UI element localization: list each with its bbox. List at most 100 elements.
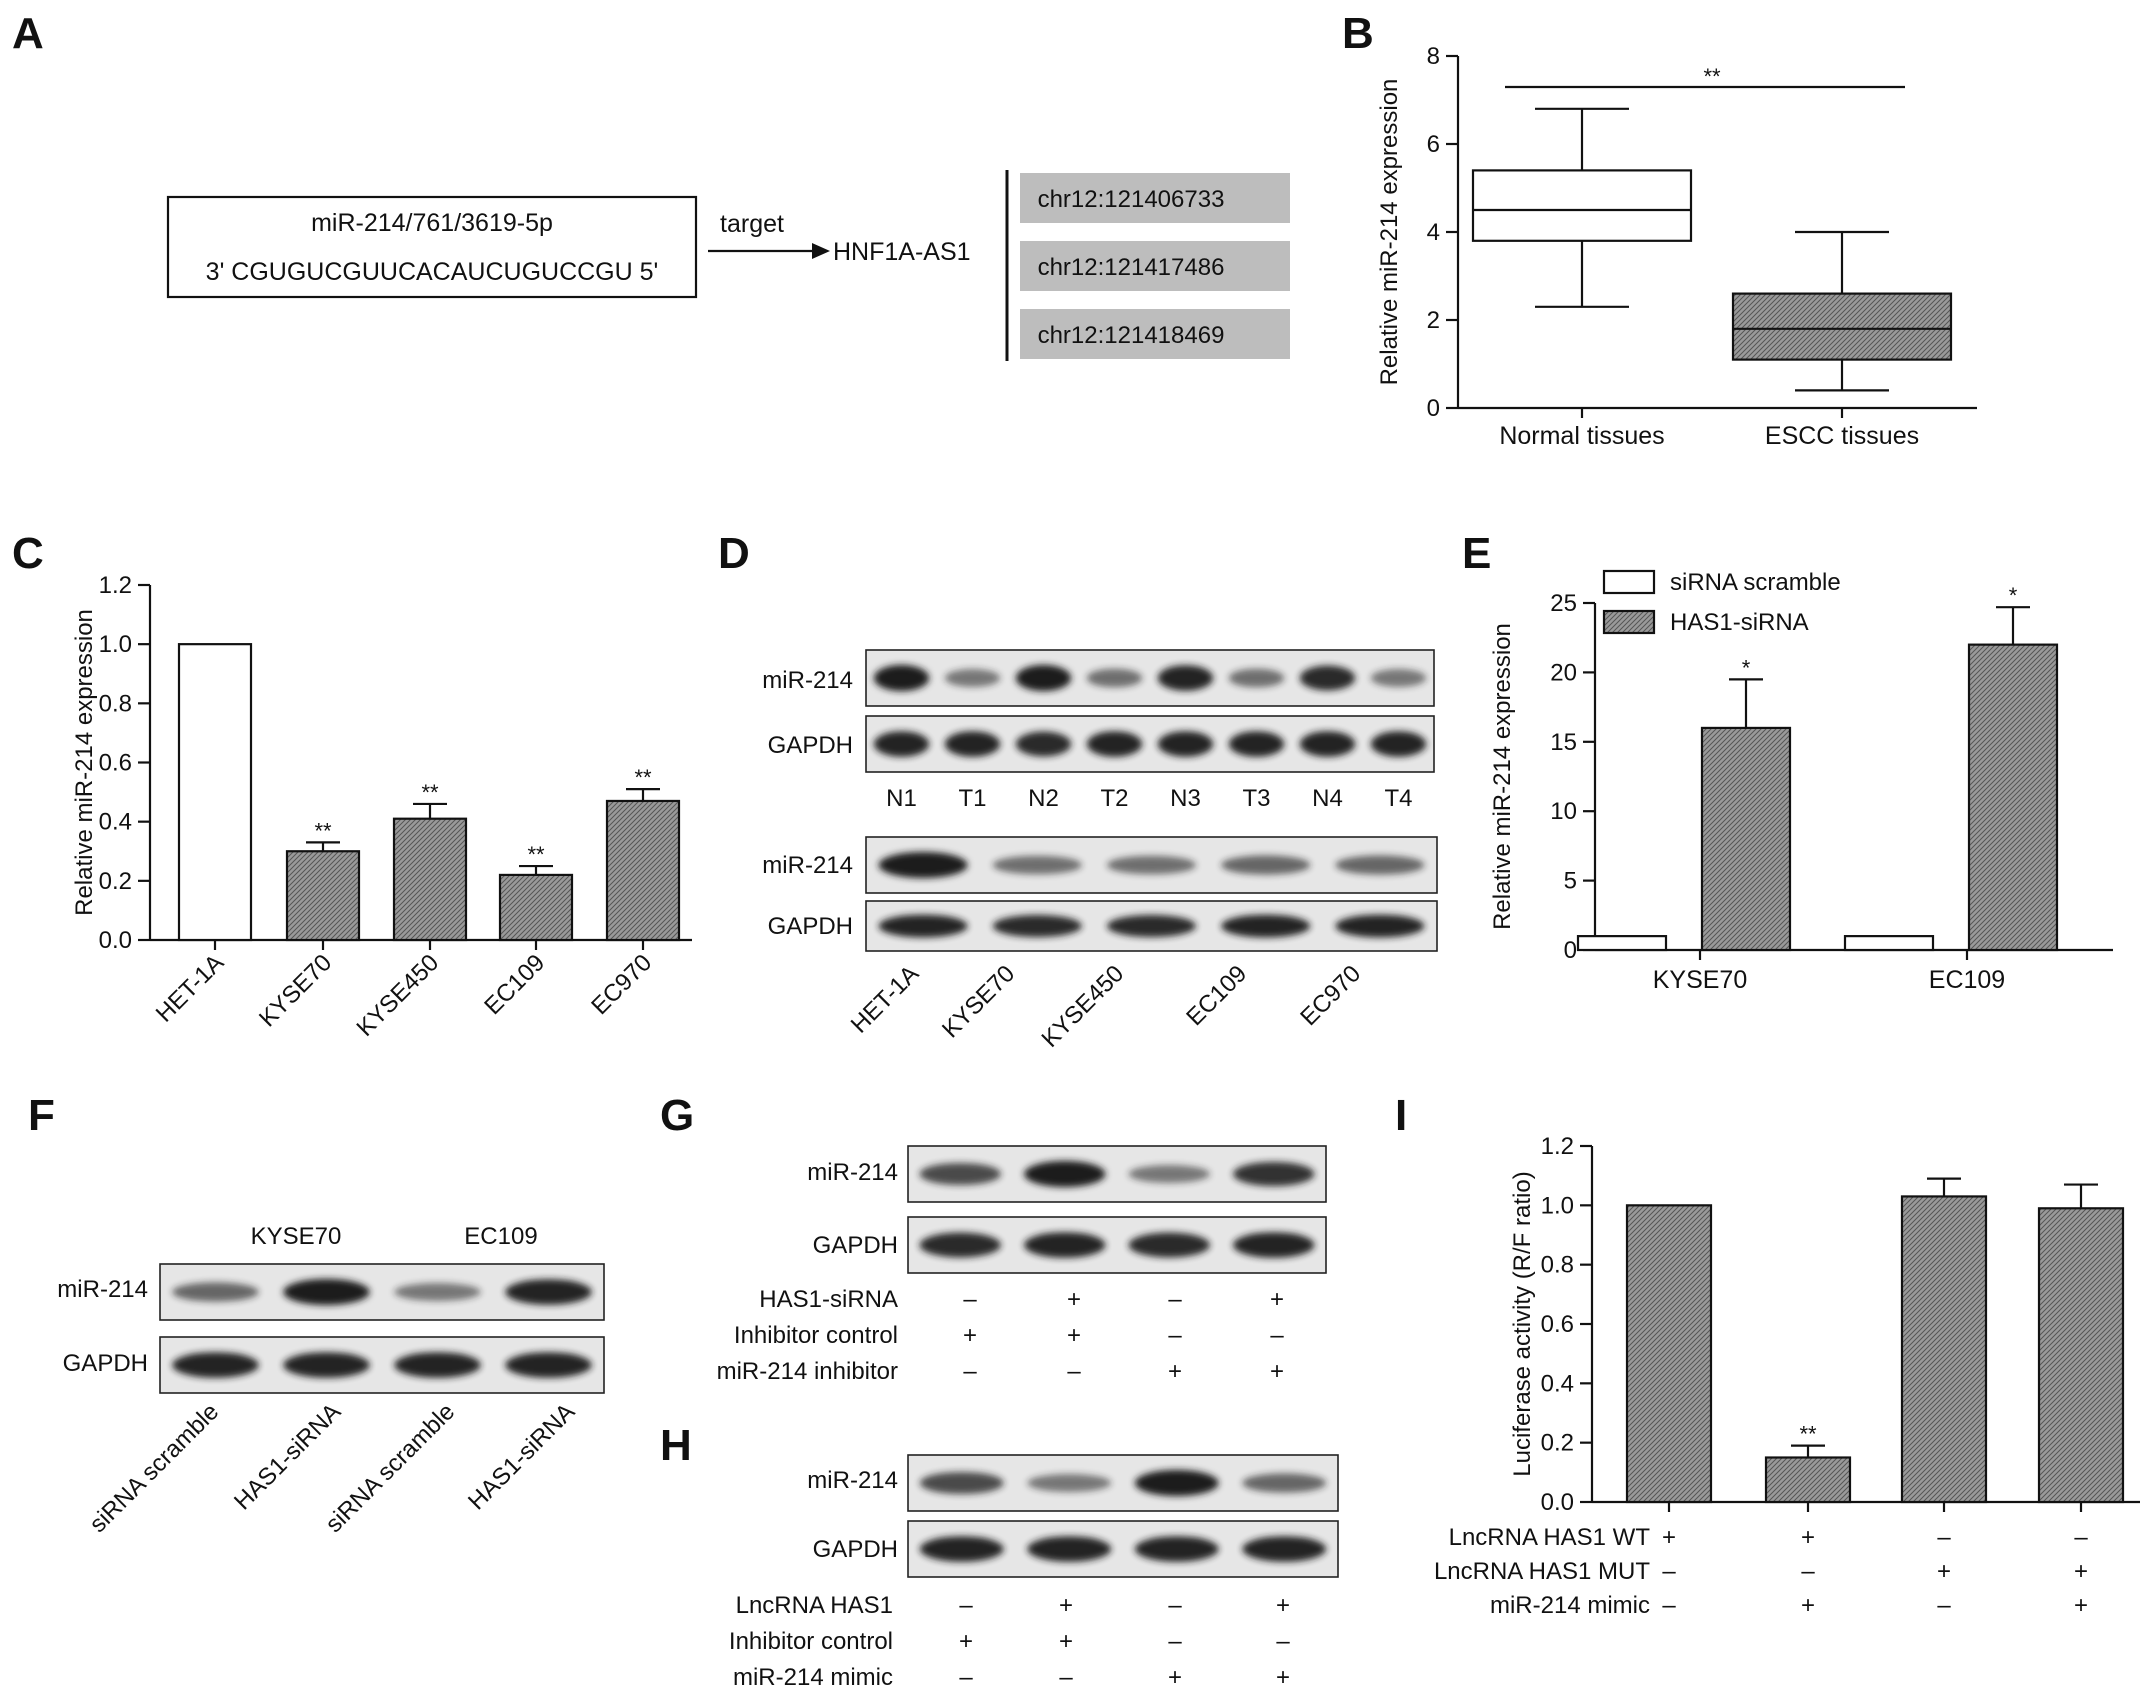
e-legend-label: HAS1-siRNA (1670, 609, 1809, 636)
h-gapdh-band (1242, 1536, 1327, 1562)
f-gapdh-band (394, 1352, 481, 1378)
g-condition-sign: + (1168, 1358, 1182, 1385)
panel-label-c: C (12, 529, 44, 578)
i-y-tick-label: 0.0 (1541, 1489, 1574, 1516)
c-x-tick-label: EC109 (479, 949, 550, 1020)
i-conditions-table: LncRNA HAS1 WT + + – –LncRNA HAS1 MUT – – + +miR… (1434, 1524, 2088, 1619)
b-y-tick-label: 6 (1427, 131, 1440, 158)
d-mir214-top-band (1015, 664, 1072, 692)
g-condition-sign: + (1270, 1358, 1284, 1385)
h-condition-sign: – (959, 1664, 973, 1691)
h-mir214-band (919, 1471, 1004, 1495)
d-lane-label-bottom: KYSE450 (1037, 960, 1130, 1053)
h-condition-sign: – (1276, 1628, 1290, 1655)
e-y-tick-label: 15 (1550, 729, 1577, 756)
panel-d-labels: miR-214 GAPDH miR-214 GAPDH (762, 667, 853, 940)
i-condition-sign: – (1937, 1592, 1951, 1619)
i-y-label: Luciferase activity (R/F ratio) (1509, 1171, 1536, 1476)
g-conditions-table: HAS1-siRNA – + – + Inhibitor control + + – – miR-2… (717, 1286, 1285, 1385)
b-box-1 (1471, 107, 1693, 308)
h-conditions-table: LncRNA HAS1 – + – + Inhibitor control + + – – miR-… (729, 1592, 1290, 1691)
h-condition-sign: – (1168, 1628, 1182, 1655)
site-label-2: chr12:121417486 (1038, 254, 1225, 281)
f-group-label-kyse70: KYSE70 (251, 1223, 342, 1250)
d-gapdh-bottom-band (1106, 914, 1197, 938)
i-condition-sign: + (1662, 1524, 1676, 1551)
e-x-tick-label: KYSE70 (1653, 966, 1748, 994)
g-condition-sign: + (963, 1322, 977, 1349)
panel-label-i: I (1395, 1091, 1407, 1140)
site-box-1 (1020, 173, 1290, 223)
f-lane-label: HAS1-siRNA (229, 1398, 346, 1515)
d-lane-label-bottom: KYSE70 (937, 960, 1020, 1043)
e-y-tick-label: 25 (1550, 590, 1577, 617)
e-y-label: Relative miR-214 expression (1489, 623, 1516, 930)
c-x-tick-label: HET-1A (151, 949, 230, 1028)
i-y-tick-label: 0.6 (1541, 1311, 1574, 1338)
i-condition-label: LncRNA HAS1 MUT (1434, 1558, 1650, 1585)
d-row-label-mir214-top: miR-214 (762, 667, 853, 694)
g-gapdh-band (1023, 1232, 1106, 1258)
g-row-label-mir214: miR-214 (807, 1159, 898, 1186)
c-bar (498, 873, 574, 942)
f-mir214-band (283, 1278, 370, 1306)
panel-a-diagram: miR-214/761/3619-5p 3' CGUGUCGUUCACAUCUG… (166, 170, 1290, 361)
d-mir214-top-band (1228, 668, 1285, 688)
g-gapdh-band (919, 1232, 1002, 1258)
h-mir214-band (1027, 1474, 1112, 1492)
i-y-tick-label: 1.0 (1541, 1192, 1574, 1219)
c-significance: ** (527, 842, 545, 867)
c-x-tick-label: KYSE450 (352, 949, 445, 1042)
c-bar (605, 799, 681, 942)
d-lane-label-bottom: EC970 (1295, 960, 1366, 1031)
c-significance: ** (421, 780, 439, 805)
site-label-3: chr12:121418469 (1038, 322, 1225, 349)
i-bar (1900, 1195, 1988, 1504)
d-lane-label-bottom: HET-1A (846, 960, 925, 1039)
h-condition-sign: + (959, 1628, 973, 1655)
target-gene: HNF1A-AS1 (833, 238, 971, 266)
panel-g-labels: miR-214 GAPDH (807, 1159, 898, 1259)
e-y-tick-label: 20 (1550, 659, 1577, 686)
c-y-tick-label: 1.0 (99, 631, 132, 658)
g-mir214-band (919, 1162, 1002, 1186)
d-gapdh-bottom-band (1335, 914, 1425, 938)
d-mir214-bottom-band (878, 851, 968, 879)
d-gapdh-top-band (1370, 731, 1427, 757)
mirna-sequence: 3' CGUGUCGUUCACAUCUGUCCGU 5' (206, 258, 659, 286)
i-y-tick-label: 0.8 (1541, 1252, 1574, 1279)
f-lane-label: siRNA scramble (84, 1398, 224, 1538)
site-box-2 (1020, 241, 1290, 291)
d-row-label-gapdh-top: GAPDH (768, 732, 853, 759)
b-box-rect (1471, 169, 1693, 242)
c-significance: ** (314, 818, 332, 843)
d-lane-label-top: T2 (1100, 785, 1128, 812)
panel-label-h: H (660, 1421, 692, 1470)
c-y-tick-label: 1.2 (99, 572, 132, 599)
g-condition-sign: – (1168, 1286, 1182, 1313)
d-lane-labels-top: N1 T1 N2 T2 N3 T3 N4 T4 (886, 785, 1412, 812)
g-condition-sign: + (1067, 1286, 1081, 1313)
e-bar (1967, 643, 2059, 952)
b-box-2 (1731, 230, 1953, 392)
g-condition-label: miR-214 inhibitor (717, 1358, 898, 1385)
d-mir214-top-band (1086, 668, 1143, 688)
i-y-tick-label: 0.4 (1541, 1370, 1574, 1397)
g-condition-label: HAS1-siRNA (759, 1286, 898, 1313)
d-lane-label-top: N4 (1312, 785, 1343, 812)
g-row-label-gapdh: GAPDH (813, 1232, 898, 1259)
d-gapdh-top-band (1299, 731, 1356, 757)
h-gapdh-band (1134, 1536, 1219, 1562)
c-x-tick-label: KYSE70 (254, 949, 337, 1032)
western-blots (159, 649, 1438, 1578)
i-condition-sign: – (1662, 1558, 1676, 1585)
d-mir214-top-band (1299, 665, 1356, 691)
b-y-tick-label: 8 (1427, 43, 1440, 70)
c-significance: ** (634, 765, 652, 790)
i-condition-label: LncRNA HAS1 WT (1449, 1524, 1651, 1551)
g-condition-sign: – (1067, 1358, 1081, 1385)
g-condition-sign: – (1168, 1322, 1182, 1349)
